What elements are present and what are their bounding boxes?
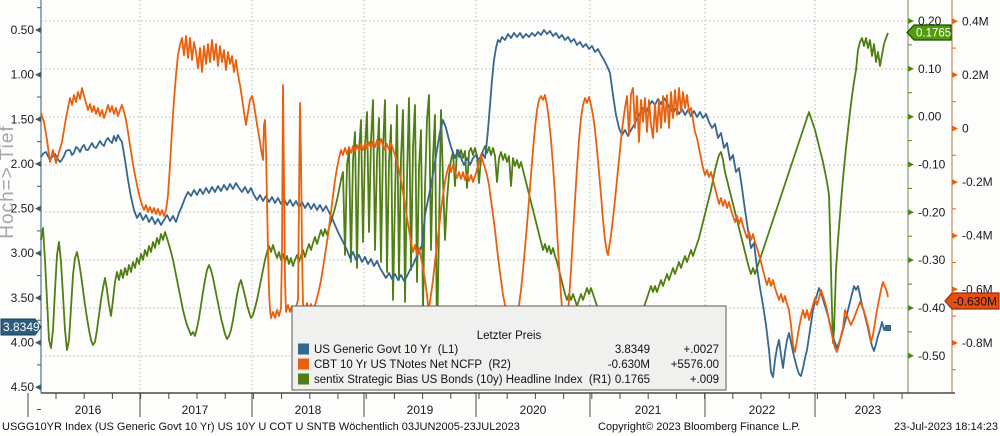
svg-text:+5576.00: +5576.00: [671, 359, 719, 371]
svg-text:2016: 2016: [75, 403, 102, 417]
svg-text:2017: 2017: [182, 403, 209, 417]
svg-text:3.8349: 3.8349: [615, 344, 650, 356]
svg-text:-0.50: -0.50: [918, 349, 946, 363]
svg-text:sentix Strategic Bias US Bonds: sentix Strategic Bias US Bonds (10y) Hea…: [314, 374, 611, 386]
svg-text:0.1765: 0.1765: [615, 374, 650, 386]
svg-text:Hoch=> Tief: Hoch=> Tief: [0, 125, 18, 238]
svg-text:USGG10YR Index (US Generic Gov: USGG10YR Index (US Generic Govt 10 Yr) U…: [2, 421, 520, 433]
svg-text:2018: 2018: [295, 403, 322, 417]
svg-text:0.10: 0.10: [918, 62, 942, 76]
svg-text:2.50: 2.50: [11, 202, 35, 216]
svg-text:+.009: +.009: [690, 374, 719, 386]
svg-text:-0.30: -0.30: [918, 253, 946, 267]
svg-text:-0.40: -0.40: [918, 301, 946, 315]
svg-text:-0.4M: -0.4M: [962, 229, 993, 243]
svg-text:2023: 2023: [855, 403, 882, 417]
svg-text:3.50: 3.50: [11, 291, 35, 305]
svg-text:0.4M: 0.4M: [962, 14, 989, 28]
svg-text:2.00: 2.00: [11, 157, 35, 171]
svg-text:0.00: 0.00: [918, 110, 942, 124]
svg-text:-0.2M: -0.2M: [962, 175, 993, 189]
svg-text:+.0027: +.0027: [684, 344, 720, 356]
svg-text:2021: 2021: [635, 403, 662, 417]
svg-text:-0.20: -0.20: [918, 205, 946, 219]
svg-text:2020: 2020: [520, 403, 547, 417]
svg-text:US Generic Govt 10 Yr (L1): US Generic Govt 10 Yr (L1): [314, 344, 458, 356]
svg-text:3.8349: 3.8349: [3, 320, 40, 334]
svg-text:4.50: 4.50: [11, 380, 35, 394]
svg-text:Copyright© 2023 Bloomberg Fina: Copyright© 2023 Bloomberg Finance L.P.: [598, 421, 800, 433]
svg-text:4.00: 4.00: [11, 336, 35, 350]
svg-text:3.00: 3.00: [11, 246, 35, 260]
svg-text:-0.630M: -0.630M: [953, 295, 997, 309]
svg-text:2019: 2019: [407, 403, 434, 417]
svg-text:0.1765: 0.1765: [916, 28, 951, 40]
svg-text:1.50: 1.50: [11, 112, 35, 126]
svg-text:2022: 2022: [749, 403, 776, 417]
svg-text:-0.10: -0.10: [918, 158, 946, 172]
svg-text:0: 0: [962, 122, 969, 136]
svg-text:0.2M: 0.2M: [962, 68, 989, 82]
svg-text:1.00: 1.00: [11, 68, 35, 82]
svg-text:CBT 10 Yr US TNotes Net NCFP: CBT 10 Yr US TNotes Net NCFP (R2): [314, 359, 511, 371]
svg-text:-0.630M: -0.630M: [608, 359, 650, 371]
svg-text:23-Jul-2023 18:14:23: 23-Jul-2023 18:14:23: [894, 421, 998, 433]
svg-text:0.50: 0.50: [11, 23, 35, 37]
svg-text:Letzter Preis: Letzter Preis: [477, 330, 542, 342]
svg-text:-0.8M: -0.8M: [962, 336, 993, 350]
